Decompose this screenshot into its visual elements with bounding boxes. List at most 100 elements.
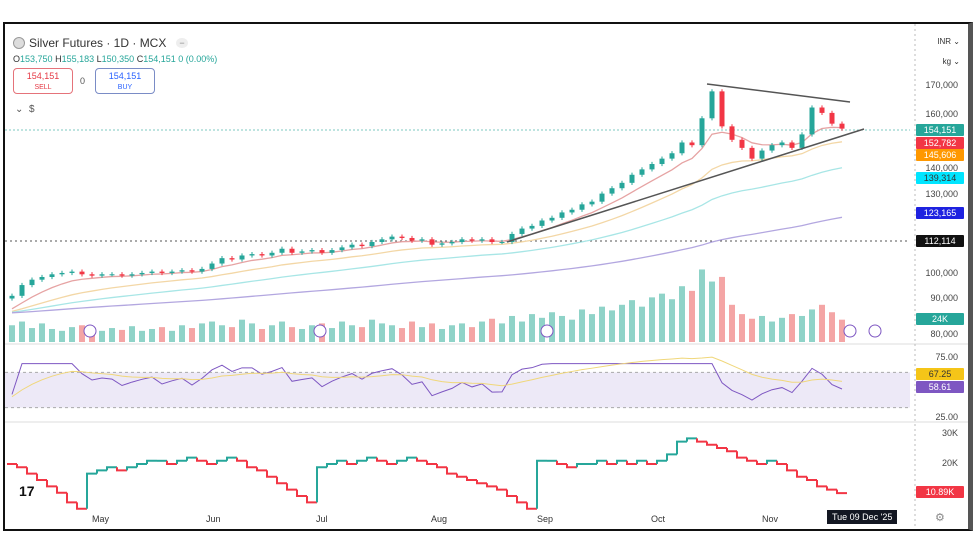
candle — [229, 258, 235, 260]
candle — [9, 295, 15, 299]
candle — [739, 139, 745, 148]
volume-bar — [139, 330, 145, 342]
candle — [149, 271, 155, 273]
indicator-step — [506, 489, 517, 497]
indicator-step — [76, 502, 87, 510]
volume-bar — [289, 327, 295, 342]
chart-window: 17 Silver Futures · 1D · MCX − O153,750 … — [3, 22, 973, 531]
indicator-step — [776, 460, 787, 465]
volume-bar — [399, 328, 405, 342]
candle — [669, 153, 675, 159]
volume-bar — [339, 321, 345, 342]
candle — [499, 242, 505, 244]
indicator-step — [716, 444, 727, 449]
moving-average-line — [11, 167, 843, 313]
candle — [69, 271, 75, 273]
quantity-value[interactable]: 0 — [80, 76, 86, 86]
volume-bar — [809, 309, 815, 342]
candle — [419, 239, 425, 241]
price-tag: 123,165 — [916, 207, 964, 219]
unit-select[interactable]: kg ⌄ — [942, 57, 960, 66]
candle — [589, 201, 595, 205]
indicator-step — [36, 473, 47, 481]
currency-select[interactable]: INR ⌄ — [937, 37, 960, 46]
indicator-step — [56, 486, 67, 494]
candle — [469, 239, 475, 241]
indicator-step — [256, 467, 267, 472]
indicator-step — [646, 460, 657, 465]
volume-bar — [439, 328, 445, 342]
trendline-resistance — [706, 83, 851, 103]
volume-bar — [179, 325, 185, 342]
candle — [299, 251, 305, 253]
candle — [379, 239, 385, 243]
indicator-step — [376, 457, 387, 462]
volume-bar — [639, 306, 645, 342]
indicator-step — [106, 466, 117, 471]
indicator-step — [46, 480, 57, 488]
candle — [749, 147, 755, 159]
candle — [769, 145, 775, 151]
candle — [819, 107, 825, 113]
volume-bar — [709, 281, 715, 342]
sell-button[interactable]: 154,151 SELL — [13, 68, 73, 94]
indicator-step — [476, 480, 487, 485]
volume-bar — [839, 319, 845, 342]
chevron-down-icon[interactable]: ⌄ — [15, 104, 24, 115]
indicator-step — [236, 457, 247, 462]
collapse-icon[interactable]: − — [176, 38, 188, 48]
indicator-step — [686, 437, 697, 442]
candle — [279, 248, 285, 253]
candle — [59, 272, 65, 275]
volume-bar — [559, 315, 565, 342]
rsi-axis-label: 75.00 — [935, 352, 958, 362]
volume-bar — [109, 328, 115, 342]
volume-bar — [609, 310, 615, 342]
candle — [719, 91, 725, 127]
symbol-header[interactable]: Silver Futures · 1D · MCX − — [13, 36, 188, 50]
price-axis-label: 130,000 — [925, 189, 958, 199]
candle — [249, 254, 255, 256]
volume-bar — [769, 321, 775, 342]
buy-button[interactable]: 154,151 BUY — [95, 68, 155, 94]
volume-bar — [649, 297, 655, 342]
indicator-step — [606, 460, 617, 465]
volume-bar — [819, 304, 825, 342]
candle — [99, 274, 105, 276]
volume-bar — [669, 299, 675, 342]
volume-bar — [219, 325, 225, 342]
indicator-step — [276, 476, 287, 485]
volume-bar — [759, 315, 765, 342]
time-axis-label: May — [92, 514, 110, 524]
indicator-step — [496, 486, 507, 491]
candle — [349, 244, 355, 248]
indicator-step — [176, 459, 187, 464]
volume-bar — [499, 323, 505, 342]
volume-bar — [189, 328, 195, 342]
candle — [599, 193, 605, 202]
time-axis-label: Jul — [316, 514, 328, 524]
volume-bar — [249, 323, 255, 342]
candle — [339, 247, 345, 251]
indicator-step — [736, 451, 747, 459]
candle — [559, 212, 565, 218]
indicator-step — [816, 480, 827, 488]
indicator-step — [226, 456, 237, 461]
indicator-step — [666, 453, 677, 461]
volume-bar — [789, 314, 795, 342]
dollar-icon[interactable]: $ — [28, 104, 35, 115]
chart-canvas[interactable]: 17 — [5, 24, 968, 529]
indicator-step — [766, 459, 777, 464]
price-tag: 145,606 — [916, 149, 964, 161]
volume-bar — [579, 309, 585, 342]
candle — [569, 209, 575, 213]
settings-gear-icon[interactable]: ⚙ — [935, 512, 945, 524]
rsi-tag: 67.25 — [916, 368, 964, 380]
candle — [519, 228, 525, 234]
price-axis-label: 80,000 — [930, 329, 958, 339]
candle — [289, 248, 295, 253]
volume-bar — [829, 312, 835, 342]
indicator-step — [486, 483, 497, 488]
indicator-step — [16, 464, 27, 469]
price-tag: 139,314 — [916, 172, 964, 184]
